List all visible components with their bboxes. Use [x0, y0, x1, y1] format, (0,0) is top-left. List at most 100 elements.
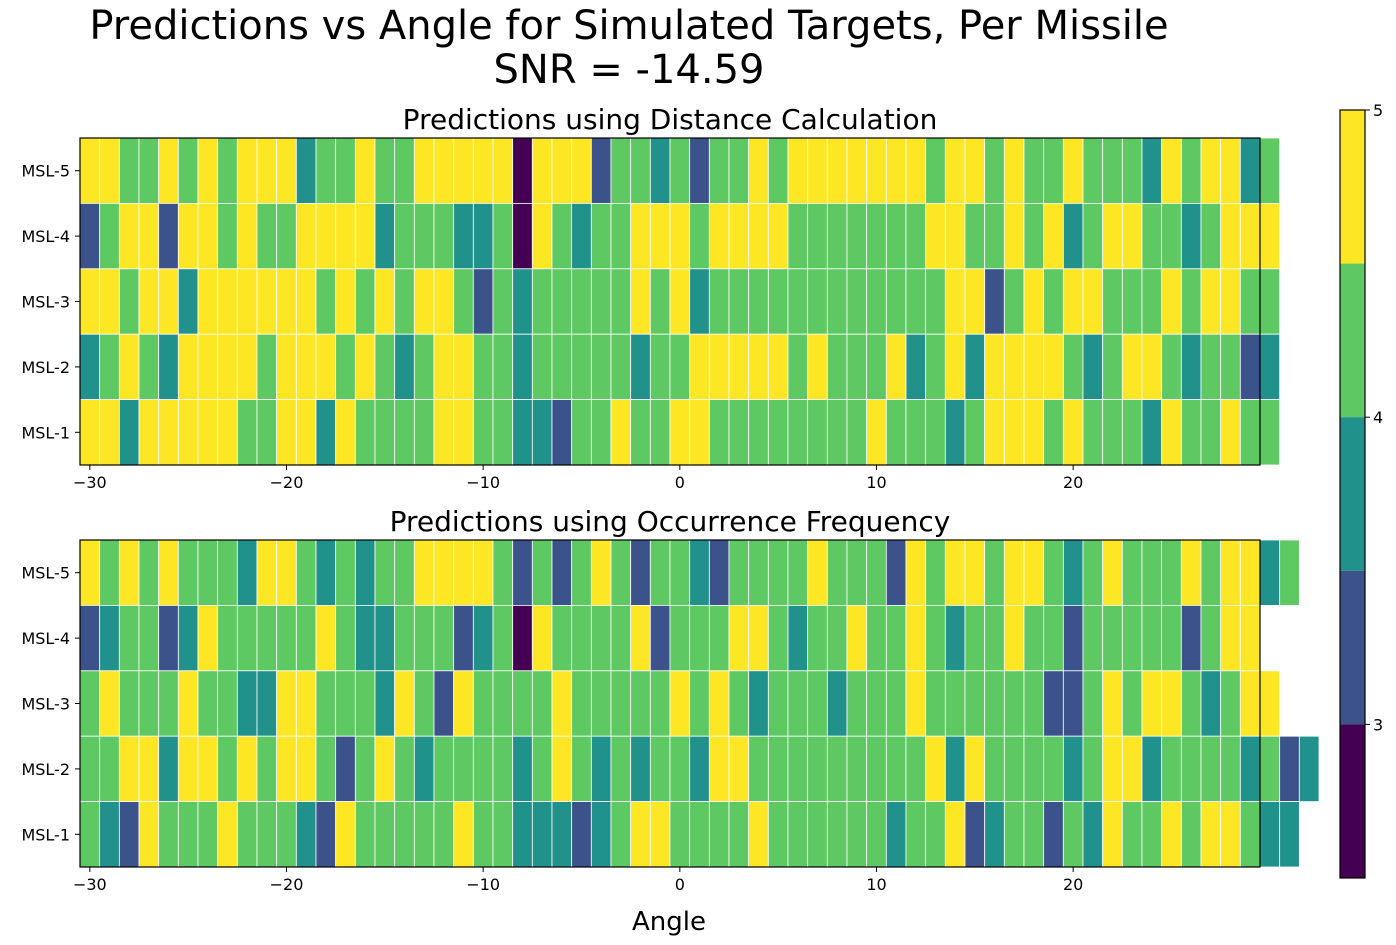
heatmap-cell — [866, 333, 887, 401]
heatmap-cell — [866, 670, 887, 737]
heatmap-cell — [512, 801, 533, 868]
heatmap-cell — [984, 735, 1005, 803]
x-tick-label: 0 — [675, 473, 685, 492]
heatmap-cell — [531, 801, 553, 868]
heatmap-cell — [610, 735, 632, 803]
heatmap-cell — [708, 268, 730, 335]
heatmap-cell — [1121, 333, 1143, 401]
heatmap-cell — [138, 670, 160, 737]
heatmap-cell — [79, 268, 101, 335]
heatmap-cell — [571, 801, 592, 868]
heatmap-cell — [748, 399, 769, 466]
heatmap-cell — [256, 268, 278, 335]
heatmap-cell — [787, 137, 809, 204]
heatmap-cell — [433, 801, 455, 868]
heatmap-cell — [590, 605, 612, 672]
heatmap-cell — [610, 605, 632, 672]
heatmap-cell — [728, 202, 750, 270]
heatmap-cell — [1043, 268, 1064, 335]
heatmap-cell — [512, 735, 533, 803]
heatmap-cell — [177, 735, 199, 803]
heatmap-cell — [748, 333, 769, 401]
heatmap-cell — [413, 137, 435, 204]
heatmap-cell — [315, 202, 337, 270]
heatmap-cell — [551, 670, 573, 737]
heatmap-cell — [826, 202, 848, 270]
heatmap-cell — [1239, 399, 1261, 466]
heatmap-cell — [1003, 399, 1025, 466]
heatmap-cell — [885, 137, 907, 204]
heatmap-cell — [217, 670, 238, 737]
heatmap-cell — [649, 605, 671, 672]
heatmap-cell — [138, 333, 160, 401]
heatmap-cell — [571, 137, 592, 204]
heatmap-cell — [1180, 137, 1202, 204]
heatmap-cell — [354, 137, 376, 204]
heatmap-cell — [1082, 137, 1104, 204]
heatmap-cell — [925, 399, 946, 466]
y-tick-label: MSL-5 — [21, 162, 70, 181]
heatmap-cell — [1239, 735, 1261, 803]
heatmap-cell — [807, 333, 828, 401]
heatmap-cell — [846, 268, 868, 335]
heatmap-cell — [905, 202, 927, 270]
heatmap-cell — [1259, 137, 1281, 204]
heatmap-cell — [1062, 333, 1084, 401]
heatmap-cell — [276, 539, 297, 606]
colorbar-segment — [1340, 570, 1365, 725]
heatmap-cell — [177, 202, 199, 270]
heatmap-cell — [787, 268, 809, 335]
heatmap-cell — [315, 605, 337, 672]
heatmap-cell — [885, 605, 907, 672]
heatmap-cell — [138, 735, 160, 803]
heatmap-cell — [1161, 268, 1182, 335]
heatmap-cell — [118, 670, 140, 737]
heatmap-cell — [1220, 333, 1241, 401]
heatmap-cell — [944, 801, 966, 868]
heatmap-cell — [531, 735, 553, 803]
heatmap-cell — [374, 333, 396, 401]
heatmap-cell — [472, 137, 494, 204]
x-tick-label: 20 — [1063, 875, 1083, 894]
heatmap-cell — [1200, 801, 1222, 868]
heatmap-cell — [925, 268, 946, 335]
heatmap-cell — [394, 333, 415, 401]
x-tick-label: 0 — [675, 875, 685, 894]
heatmap-cell — [1102, 605, 1123, 672]
heatmap-cell — [1239, 801, 1261, 868]
heatmap-cell — [748, 801, 769, 868]
heatmap-cell — [433, 735, 455, 803]
heatmap-cell — [925, 670, 946, 737]
heatmap-cell — [551, 539, 573, 606]
heatmap-cell — [236, 202, 258, 270]
heatmap-cell — [413, 399, 435, 466]
heatmap-cell — [767, 539, 789, 606]
heatmap-cell — [905, 268, 927, 335]
heatmap-cell — [177, 399, 199, 466]
heatmap-cell — [295, 605, 317, 672]
heatmap-cell — [394, 399, 415, 466]
x-axis-label: Angle — [632, 907, 706, 937]
heatmap-cell — [1023, 137, 1045, 204]
heatmap-cell — [669, 202, 691, 270]
heatmap-cell — [99, 539, 120, 606]
heatmap-cell — [767, 605, 789, 672]
heatmap-cell — [433, 670, 455, 737]
heatmap-cell — [512, 137, 533, 204]
heatmap-cell — [767, 735, 789, 803]
heatmap-cell — [1043, 801, 1064, 868]
heatmap-cell — [1062, 605, 1084, 672]
heatmap-cell — [728, 539, 750, 606]
heatmap-cell — [472, 333, 494, 401]
heatmap-cell — [413, 801, 435, 868]
heatmap-cell — [118, 268, 140, 335]
heatmap-cell — [1200, 202, 1222, 270]
heatmap-cell — [610, 670, 632, 737]
x-tick-label: −30 — [73, 473, 107, 492]
heatmap-cell — [846, 137, 868, 204]
heatmap-cell — [1102, 735, 1123, 803]
x-tick-label: −10 — [466, 875, 500, 894]
heatmap-cell — [295, 333, 317, 401]
heatmap-cell — [453, 605, 474, 672]
heatmap-cell — [551, 268, 573, 335]
